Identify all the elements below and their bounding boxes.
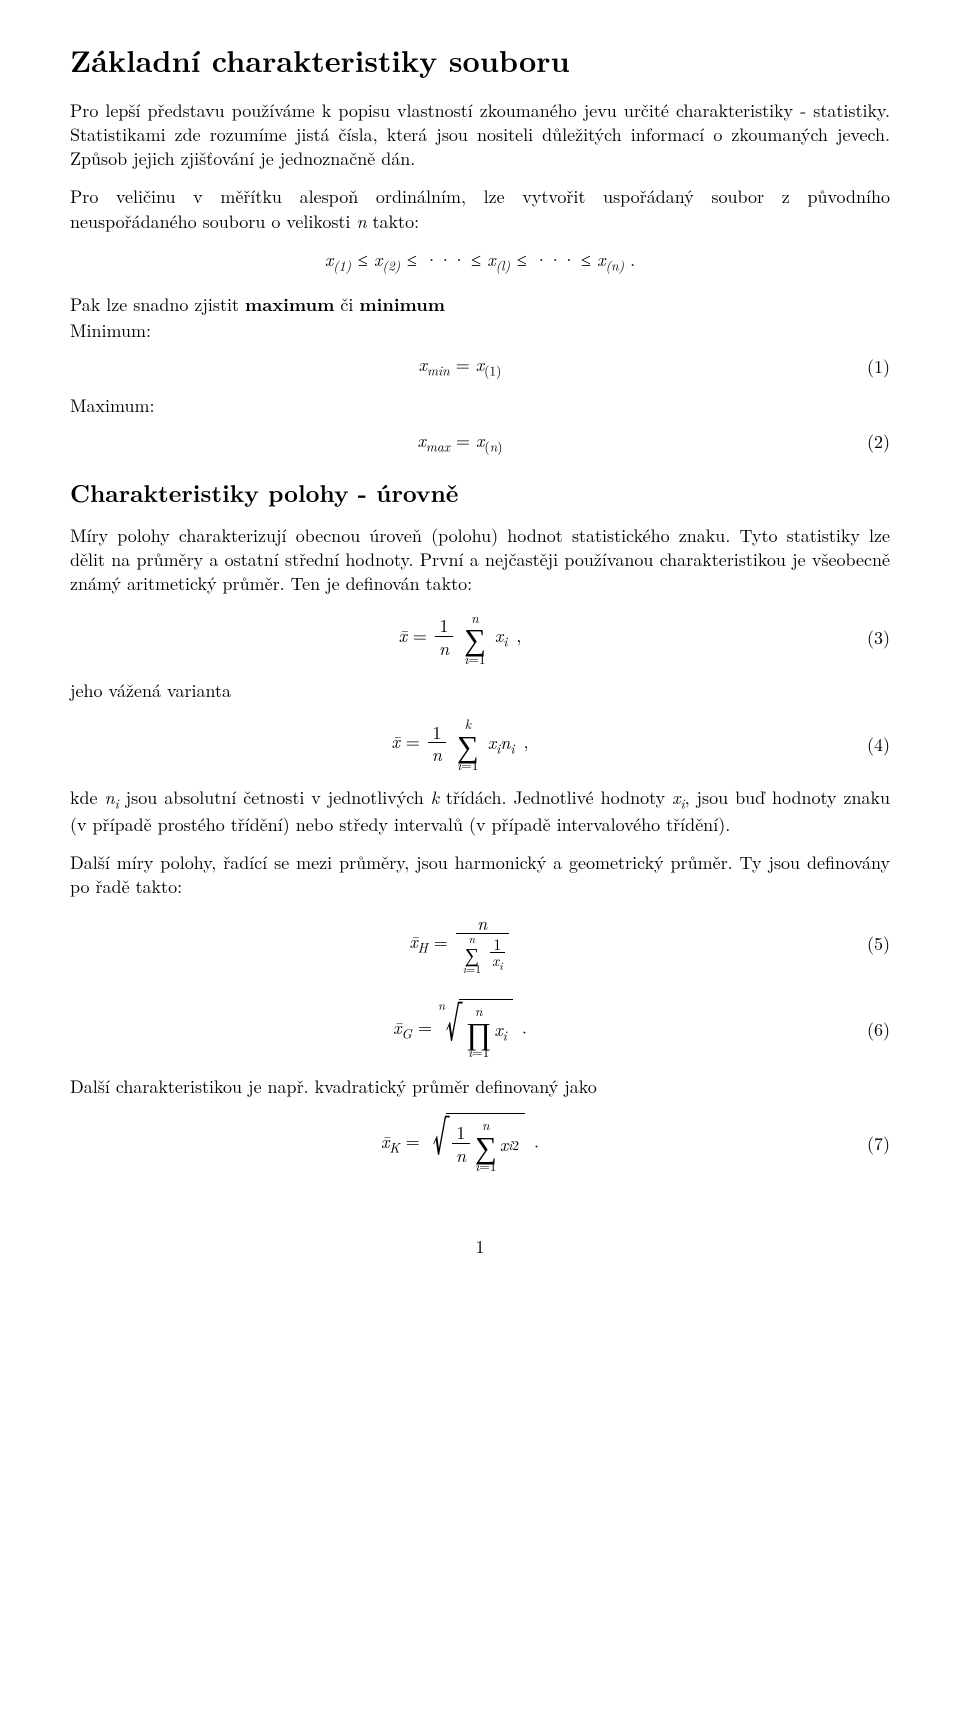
page-title: Základní charakteristiky souboru	[70, 40, 890, 81]
eq-number: (1)	[850, 355, 890, 379]
equation-4: x̄ = 1 n k ∑ i=1 xini , (4)	[70, 717, 890, 772]
eq-number: (6)	[850, 1018, 890, 1042]
var-ni: ni	[104, 785, 118, 810]
eq-number: (2)	[850, 430, 890, 454]
paragraph-harmonic-geometric: Další míry polohy, řadící se mezi průměr…	[70, 851, 890, 900]
intro-paragraph-1: Pro lepší představu používáme k popisu v…	[70, 99, 890, 172]
eq-body: x̄H = n n ∑ i=1 1 xi	[70, 914, 850, 976]
ordered-chain: x(1) ≤ x(2) ≤ ··· ≤ x(l) ≤ ··· ≤ x(n) .	[70, 248, 890, 275]
eq-number: (7)	[850, 1132, 890, 1156]
equation-3: x̄ = 1 n n ∑ i=1 xi , (3)	[70, 611, 890, 666]
eq-body: x̄ = 1 n k ∑ i=1 xini ,	[70, 717, 850, 772]
paragraph-frequencies: kde ni jsou absolutní četnosti v jednotl…	[70, 786, 890, 837]
eq-body: x̄K = √ 1 n n ∑ i=1 xi2 .	[70, 1113, 850, 1175]
bold-max: maximum	[245, 292, 334, 317]
text: či	[334, 292, 359, 317]
intro-paragraph-2: Pro veličinu v měřítku alespoň ordinální…	[70, 185, 890, 234]
paragraph-quadratic: Další charakteristikou je např. kvadrati…	[70, 1075, 890, 1099]
var-n: n	[356, 209, 366, 234]
equation-5: x̄H = n n ∑ i=1 1 xi (5)	[70, 914, 890, 976]
text: jsou absolutní četnosti v jednotlivých	[119, 785, 431, 810]
equation-1: xmin = x(1) (1)	[70, 353, 890, 380]
eq-number: (3)	[850, 626, 890, 650]
math: x(1) ≤ x(2) ≤ ··· ≤ x(l) ≤ ··· ≤ x(n)	[325, 247, 624, 272]
text: takto:	[367, 209, 420, 234]
weighted-variant-label: jeho vážená varianta	[70, 679, 890, 703]
paragraph-location-measures: Míry polohy charakterizují obecnou úrove…	[70, 524, 890, 597]
page-number: 1	[70, 1235, 890, 1259]
bold-min: minimum	[359, 292, 445, 317]
var-k: k	[431, 785, 439, 810]
equation-2: xmax = x(n) (2)	[70, 429, 890, 456]
text: Pak lze snadno zjistit	[70, 292, 245, 317]
section-heading: Charakteristiky polohy - úrovně	[70, 477, 890, 509]
var-xi: xi	[672, 785, 685, 810]
text: Pro veličinu v měřítku alespoň ordinální…	[70, 184, 890, 233]
eq-number: (5)	[850, 932, 890, 956]
eq-body: x̄ = 1 n n ∑ i=1 xi ,	[70, 611, 850, 666]
equation-7: x̄K = √ 1 n n ∑ i=1 xi2 . (7)	[70, 1113, 890, 1175]
equation-6: x̄G = n √ n ∏ i=1 xi . (6)	[70, 999, 890, 1061]
eq-body: x̄G = n √ n ∏ i=1 xi .	[70, 999, 850, 1061]
eq-body: xmin = x(1)	[70, 353, 850, 380]
minmax-intro: Pak lze snadno zjistit maximum či minimu…	[70, 293, 890, 317]
text: třídách. Jednotlivé hodnoty	[439, 785, 672, 810]
maximum-label: Maximum:	[70, 394, 890, 418]
text: kde	[70, 785, 104, 810]
eq-body: xmax = x(n)	[70, 429, 850, 456]
minimum-label: Minimum:	[70, 319, 890, 343]
eq-number: (4)	[850, 733, 890, 757]
